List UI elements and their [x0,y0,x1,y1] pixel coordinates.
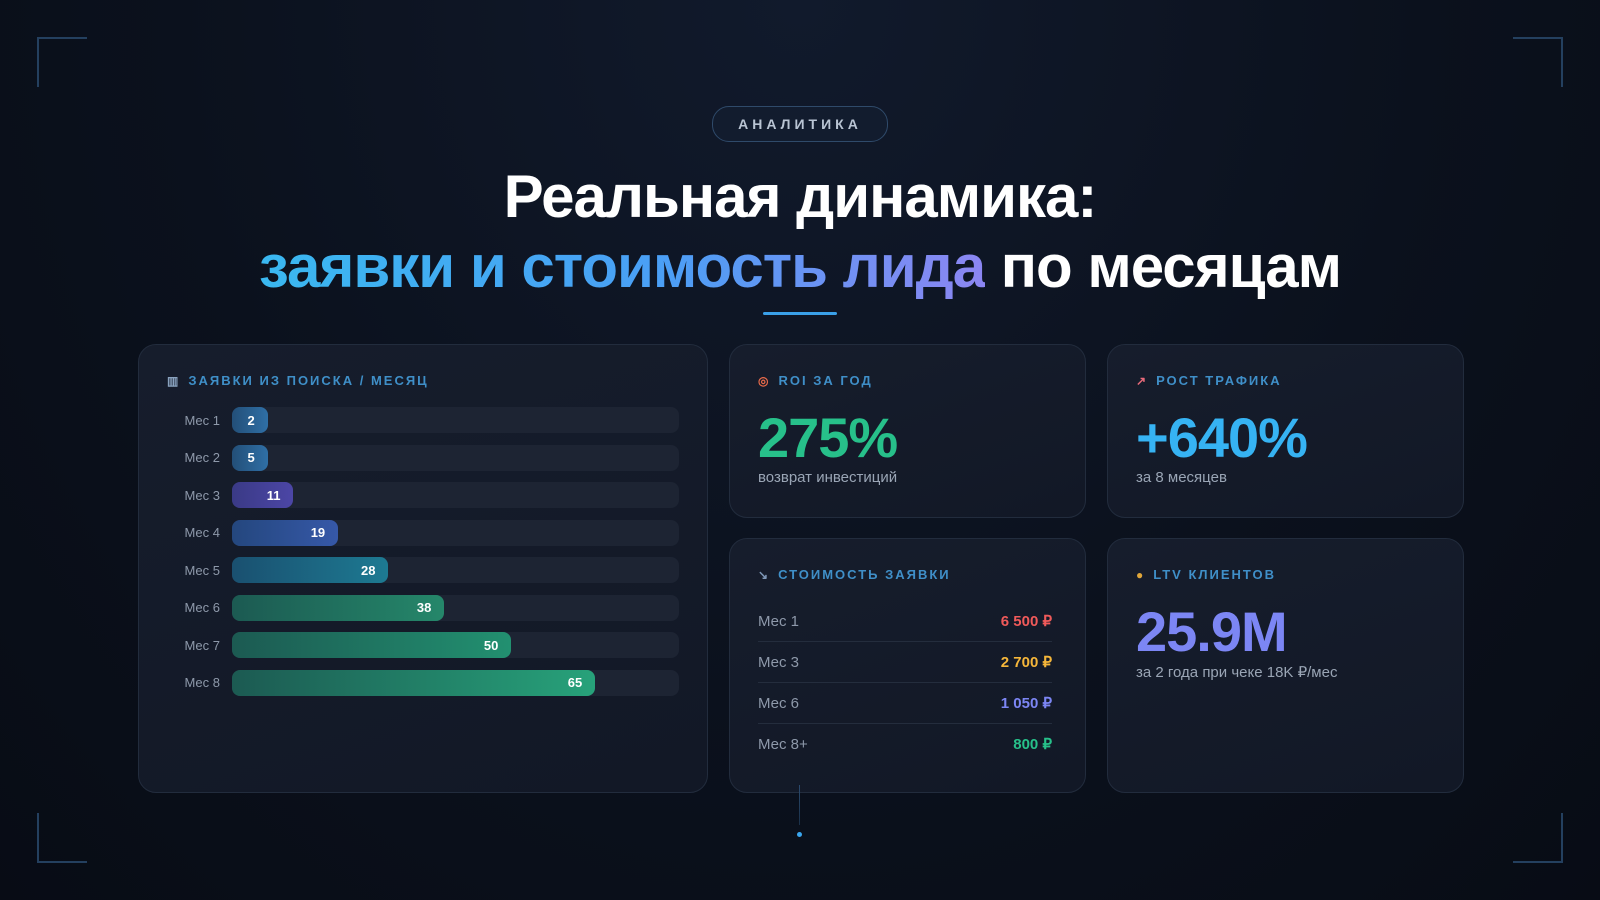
target-icon: ◎ [758,373,771,388]
ltv-card-title-text: LTV КЛИЕНТОВ [1153,567,1277,582]
cost-row: Мес 3 2 700 ₽ [758,642,1052,683]
decor-stem [799,785,800,825]
bar-value-label: 2 [247,412,255,428]
bar: 38 [232,594,445,621]
bar-track: 11 [232,482,679,508]
bar-track: 50 [232,632,679,658]
bar-track: 65 [232,669,679,696]
bar-month-label: Мес 6 [184,600,220,615]
cost-month: Мес 1 [758,612,800,630]
heading-rest: по месяцам [985,233,1342,300]
cost-price: 800 ₽ [1013,736,1052,753]
traffic-caption: за 8 месяцев [1136,469,1227,486]
bar-value-label: 28 [360,562,376,578]
bar-row: Мес 6 38 [167,594,679,621]
bar-track: 19 [232,519,679,546]
bar-row: Мес 1 2 [167,407,679,433]
cost-price: 1 050 ₽ [1000,695,1052,712]
frame-corner-top-left [37,37,87,87]
bar: 2 [232,407,268,433]
traffic-card-title: ↗ РОСТ ТРАФИКА [1136,373,1282,388]
bar: 28 [232,557,389,583]
bar-row: Мес 3 11 [167,482,679,508]
bar: 50 [232,632,512,658]
ltv-value: 25.9M [1136,600,1288,663]
bar-track: 5 [232,444,679,471]
leads-bar-chart: Мес 1 2 Мес 2 5 Мес 3 11 Мес 4 19 Мес 5 28 Мес 6 38… [167,407,679,707]
bar: 65 [232,669,596,696]
ltv-card: ● LTV КЛИЕНТОВ 25.9M за 2 года при чеке … [1107,538,1464,793]
section-badge: АНАЛИТИКА [712,106,888,142]
bar-value-label: 65 [567,675,583,690]
cost-card-title: ↘ СТОИМОСТЬ ЗАЯВКИ [758,567,951,582]
roi-caption: возврат инвестиций [758,469,898,486]
frame-corner-bottom-right [1513,813,1563,863]
cost-price: 6 500 ₽ [1000,613,1052,630]
bar-month-label: Мес 4 [184,525,220,540]
bar-row: Мес 2 5 [167,444,679,471]
heading-line-2: заявки и стоимость лида по месяцам [0,232,1600,302]
bar-month-label: Мес 7 [184,637,220,653]
ltv-caption: за 2 года при чеке 18K ₽/мес [1136,664,1338,681]
heading-accent: заявки и стоимость лида [258,233,986,300]
bar-value-label: 38 [416,600,432,615]
traffic-card: ↗ РОСТ ТРАФИКА +640% за 8 месяцев [1107,344,1464,518]
leads-card-title-text: ЗАЯВКИ ИЗ ПОИСКА / МЕСЯЦ [188,373,429,388]
leads-card-title: ▥ ЗАЯВКИ ИЗ ПОИСКА / МЕСЯЦ [167,373,429,388]
money-bag-icon: ● [1136,567,1146,582]
roi-card: ◎ ROI ЗА ГОД 275% возврат инвестиций [729,344,1086,518]
cost-row: Мес 6 1 050 ₽ [758,683,1052,724]
bar-chart-icon: ▥ [167,373,181,388]
bar-month-label: Мес 1 [184,412,220,428]
bar-value-label: 5 [247,450,255,465]
bar-row: Мес 5 28 [167,557,679,583]
frame-corner-top-right [1513,37,1563,87]
roi-card-title-text: ROI ЗА ГОД [778,373,873,388]
cost-month: Мес 8+ [758,735,808,753]
cost-month: Мес 6 [758,694,800,712]
cost-card: ↘ СТОИМОСТЬ ЗАЯВКИ Мес 1 6 500 ₽ Мес 3 2 70… [729,538,1086,793]
bar-value-label: 50 [483,637,499,653]
bar-track: 38 [232,594,679,621]
bar: 19 [232,519,339,546]
bar-track: 2 [232,407,679,433]
bar-row: Мес 4 19 [167,519,679,546]
bar-track: 28 [232,557,679,583]
ltv-card-title: ● LTV КЛИЕНТОВ [1136,567,1276,582]
bar-row: Мес 8 65 [167,669,679,696]
bar-value-label: 19 [310,525,326,540]
bar-value-label: 11 [266,487,281,503]
heading-underline [763,312,837,315]
bar-month-label: Мес 5 [184,562,220,578]
bar: 11 [232,482,294,508]
roi-card-title: ◎ ROI ЗА ГОД [758,373,873,388]
cost-card-title-text: СТОИМОСТЬ ЗАЯВКИ [778,567,951,582]
cost-month: Мес 3 [758,653,800,671]
roi-value: 275% [758,406,898,469]
cost-price: 2 700 ₽ [1000,654,1052,671]
trend-up-icon: ↗ [1136,373,1149,388]
cost-row: Мес 1 6 500 ₽ [758,601,1052,642]
bar-month-label: Мес 8 [184,675,220,690]
bar-row: Мес 7 50 [167,632,679,658]
traffic-value: +640% [1136,406,1308,469]
decor-dot [797,832,802,837]
bar-month-label: Мес 2 [184,450,220,465]
bar: 5 [232,444,268,471]
trend-down-icon: ↘ [758,567,771,582]
traffic-card-title-text: РОСТ ТРАФИКА [1156,373,1282,388]
bar-month-label: Мес 3 [184,487,220,503]
heading-line-1: Реальная динамика: [503,163,1098,230]
cost-row: Мес 8+ 800 ₽ [758,724,1052,764]
frame-corner-bottom-left [37,813,87,863]
